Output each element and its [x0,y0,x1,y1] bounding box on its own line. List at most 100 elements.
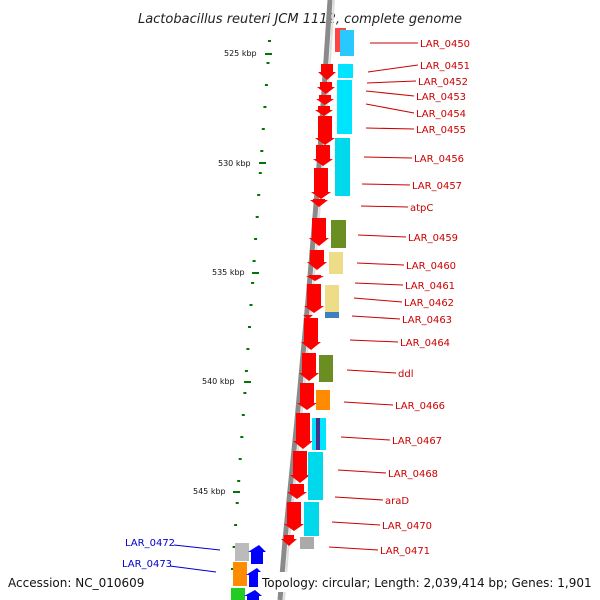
gene-label-lar-0472[interactable]: LAR_0472 [125,538,175,549]
gene-arrow-lar-0462[interactable] [304,284,324,313]
scale-dot [249,304,253,306]
gene-arrow-lar-0451[interactable] [318,64,336,80]
gene-arrow-lar-0463[interactable] [303,315,313,319]
gene-arrow-lar-0468[interactable] [290,451,310,483]
gene-label-lar-0464[interactable]: LAR_0464 [400,338,450,349]
leader-line [357,234,407,238]
gene-label-lar-0463[interactable]: LAR_0463 [402,315,452,326]
gene-label-ddl[interactable]: ddl [398,369,413,380]
scale-dot [257,194,261,196]
gene-label-lar-0451[interactable]: LAR_0451 [420,61,470,72]
gene-arrow-lar-0456[interactable] [313,145,333,166]
gene-arrow-lar-0474[interactable] [244,590,262,600]
leader-line [328,546,379,551]
gene-label-lar-0461[interactable]: LAR_0461 [405,281,455,292]
footer-bg [4,572,152,592]
forward-strand-track [281,28,346,546]
scale-tick-label: 535 kbp [212,268,245,277]
forward-leader-lines [328,42,419,551]
gene-label-lar-0470[interactable]: LAR_0470 [382,521,432,532]
scale-tick-label: 530 kbp [218,159,251,168]
gene-arrow-lar-0459[interactable] [309,218,329,246]
gene-arrow-ddl[interactable] [299,353,319,381]
gene-arrow-lar-0457[interactable] [311,168,331,199]
gene-label-lar-0450[interactable]: LAR_0450 [420,39,470,50]
genome-summary-text: Topology: circular; Length: 2,039,414 bp… [261,576,592,590]
feature-block [331,220,346,248]
leader-line [351,315,401,320]
scale-dot [237,480,241,482]
gene-arrow-lar-0460[interactable] [307,250,327,270]
gene-label-lar-0457[interactable]: LAR_0457 [412,181,462,192]
leader-line [363,156,413,159]
gene-arrow-lar-0466[interactable] [297,383,317,410]
feature-block [300,537,314,549]
scale-dot [255,216,259,218]
feature-block [235,543,249,561]
feature-block [304,502,319,536]
feature-block [335,138,350,196]
leader-line [169,565,217,573]
feature-block [329,252,343,274]
leader-line [356,262,405,266]
gene-label-lar-0459[interactable]: LAR_0459 [408,233,458,244]
gene-arrow-lar-0472[interactable] [248,545,266,564]
scale-dot [235,502,239,504]
scale-dot [232,546,236,548]
gene-label-arad[interactable]: araD [385,496,409,507]
gene-label-lar-0460[interactable]: LAR_0460 [406,261,456,272]
feature-block [316,390,330,410]
scale-dot [268,40,271,42]
gene-label-lar-0466[interactable]: LAR_0466 [395,401,445,412]
gene-label-lar-0454[interactable]: LAR_0454 [416,109,466,120]
gene-arrow-lar-0467[interactable] [293,413,313,449]
gene-arrow-lar-0464[interactable] [301,318,321,350]
scale-dot [264,84,268,86]
gene-label-lar-0473[interactable]: LAR_0473 [122,559,172,570]
gene-arrow-atpc[interactable] [310,199,328,207]
scale-dot [238,458,242,460]
gene-label-atpc[interactable]: atpC [410,203,433,214]
leader-line [360,205,409,208]
gene-arrow-lar-0461[interactable] [306,275,324,281]
reverse-leader-lines [169,544,221,573]
gene-arrow-lar-0471[interactable] [281,535,297,546]
gene-label-lar-0468[interactable]: LAR_0468 [388,469,438,480]
feature-block [319,355,333,382]
gene-label-lar-0456[interactable]: LAR_0456 [414,154,464,165]
gene-label-lar-0452[interactable]: LAR_0452 [418,77,468,88]
gene-label-lar-0453[interactable]: LAR_0453 [416,92,466,103]
leader-line [346,369,397,374]
gene-arrow-lar-0455[interactable] [315,116,335,145]
scale-track [231,40,271,570]
scale-tick-label: 545 kbp [193,487,226,496]
gene-arrow-lar-0453[interactable] [316,95,334,105]
feature-block [337,80,352,134]
leader-line [331,521,381,526]
map-title: Lactobacillus reuteri JCM 1112, complete… [138,12,462,27]
scale-dot [243,392,247,394]
gene-arrow-lar-0452[interactable] [317,82,335,94]
leader-line [354,282,404,286]
gene-label-lar-0467[interactable]: LAR_0467 [392,436,442,447]
gene-arrow-arad[interactable] [287,484,307,499]
gene-arrow-lar-0454[interactable] [315,106,333,116]
gene-label-lar-0455[interactable]: LAR_0455 [416,125,466,136]
feature-block [233,562,247,586]
feature-block [308,452,323,500]
scale-dot [263,106,267,108]
leader-line [367,64,419,73]
scale-dot [244,370,248,372]
scale-tick-label: 525 kbp [224,49,257,58]
feature-block [338,64,353,78]
scale-dot [241,414,245,416]
leader-line [349,339,399,343]
scale-dot [261,128,265,130]
gene-label-lar-0471[interactable]: LAR_0471 [380,546,430,557]
leader-line [334,496,384,501]
leader-line [337,469,387,474]
gene-label-lar-0462[interactable]: LAR_0462 [404,298,454,309]
feature-block [231,588,245,600]
forward-feature-blocks [300,30,354,549]
gene-arrow-lar-0470[interactable] [284,502,304,531]
